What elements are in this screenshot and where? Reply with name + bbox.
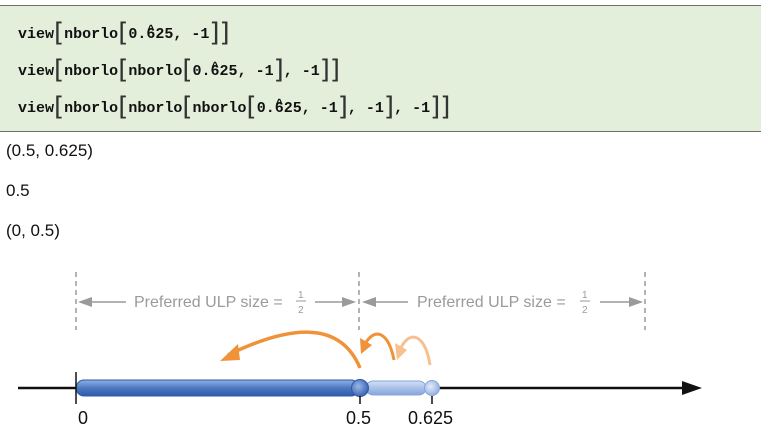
tick-label-half: 0.5 <box>346 408 371 428</box>
point-0625 <box>424 380 440 396</box>
output-2: 0.5 <box>6 181 30 200</box>
point-half <box>351 379 369 397</box>
curved-arrow-medium <box>363 332 396 361</box>
tick-label-0625: 0.625 <box>408 408 453 428</box>
input-code-cell[interactable]: view[nborlo[0.625, -1]] view[nborlo[nbor… <box>0 5 761 132</box>
svg-text:1: 1 <box>582 290 588 301</box>
ulp-dimension-left: Preferred ULP size = 1 2 <box>78 290 356 316</box>
code-line-3: view[nborlo[nborlo[nborlo[0.625, -1], -1… <box>18 92 450 122</box>
code-line-1: view[nborlo[0.625, -1]] <box>18 18 230 48</box>
code-line-2: view[nborlo[nborlo[0.625, -1], -1]] <box>18 55 340 85</box>
ulp-dimension-right: Preferred ULP size = 1 2 <box>362 290 643 316</box>
tick-label-0: 0 <box>78 408 88 428</box>
axis-arrowhead <box>682 381 702 395</box>
curved-arrow-light <box>398 335 432 366</box>
ulp-label-right: Preferred ULP size = <box>417 294 566 311</box>
svg-text:2: 2 <box>298 305 304 316</box>
svg-text:1: 1 <box>298 290 304 301</box>
curved-arrow-large <box>227 330 362 369</box>
interval-half-to-0625 <box>365 380 427 396</box>
interval-0-to-half <box>75 379 360 397</box>
ulp-label-left: Preferred ULP size = <box>134 294 283 311</box>
output-1: (0.5, 0.625) <box>6 141 93 160</box>
output-3: (0, 0.5) <box>6 221 60 240</box>
svg-text:2: 2 <box>582 305 588 316</box>
